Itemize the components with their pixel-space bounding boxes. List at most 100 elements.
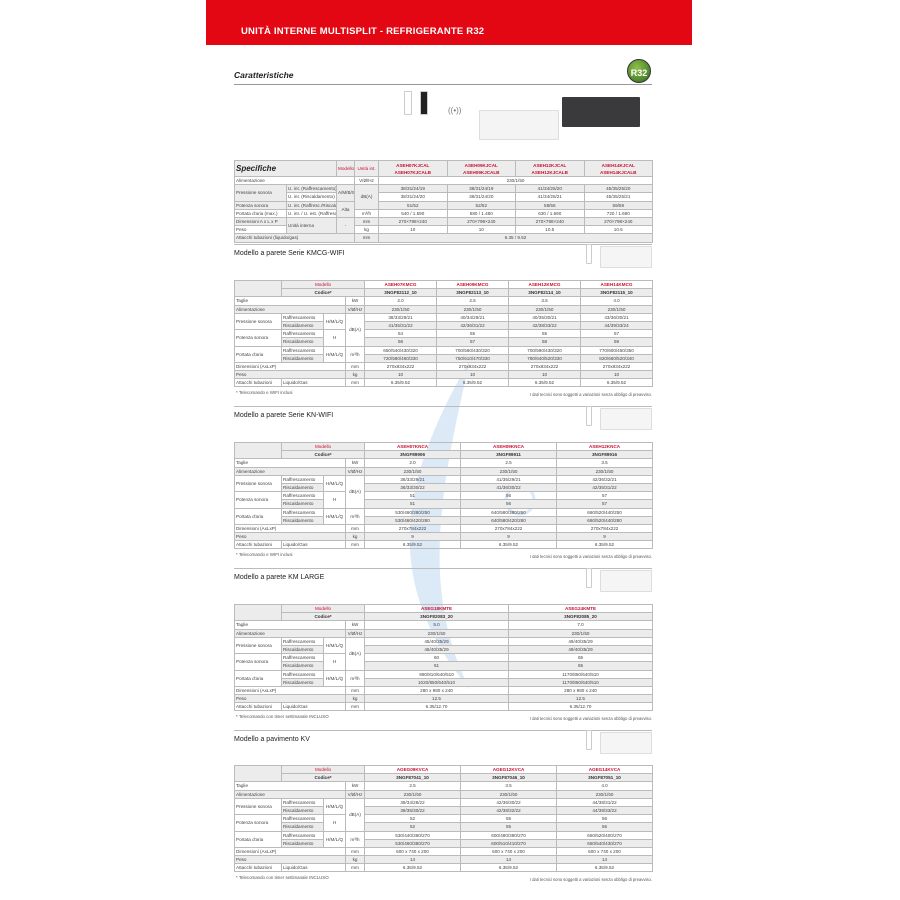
row-unit: mm: [354, 233, 380, 243]
value-cell: 46/40/35/29: [364, 644, 510, 655]
value-cell: 230/1/50: [508, 304, 582, 314]
value-cell: 52/52: [446, 200, 517, 210]
value-cell: 57: [580, 329, 654, 339]
remote-image: [586, 244, 592, 264]
value-cell: 270x784x222: [364, 523, 462, 534]
table-row: Riscaldamento 46/40/35/29 49/40/35/29: [234, 644, 654, 655]
row-unit: kg: [344, 855, 366, 865]
row-unit: kg: [344, 370, 366, 380]
row-unit: dB(A): [344, 474, 366, 509]
value-cell: 640/580/420/280: [460, 515, 558, 525]
value-cell: 36/33/29/21: [364, 474, 462, 484]
value-cell: 270x834x222: [364, 361, 438, 372]
table-row: Riscaldamento 61 65: [234, 661, 654, 671]
model-header: AGEG14KVCA: [556, 764, 654, 775]
row-label: Alimentazione: [234, 628, 346, 638]
value-cell: 1020/850/640/510: [364, 677, 510, 687]
table-row: Alimentazione V/Ø/Hz 230/1/50 230/1/50: [234, 628, 654, 638]
value-cell: 4.0: [580, 296, 654, 306]
value-cell: 36/33/30/22: [364, 482, 462, 493]
value-cell: 270x834x222: [436, 361, 510, 372]
model-header: ASEG18KMTE: [364, 603, 510, 614]
value-cell: 41/35/29/21: [460, 474, 558, 484]
row-sub: Unità interna: [285, 216, 338, 235]
model-name: ASEH09KJCALB: [463, 169, 500, 175]
section-divider: [234, 406, 652, 407]
value-cell: 640/580/380/250: [460, 507, 558, 517]
value-cell: 280 x 980 x 240: [364, 685, 510, 696]
row-label: Dimensioni (AxLxP): [234, 361, 346, 372]
spec-title: Specifiche: [233, 160, 338, 177]
row-label: Attacchi tubazioni: [234, 702, 282, 712]
wifi-icon: ((•)): [448, 106, 462, 115]
value-cell: 230/1/50: [364, 628, 510, 638]
value-cell: 38/31/24/20: [446, 192, 517, 202]
value-cell: 57: [556, 491, 654, 501]
table-row: Alimentazione V/Ø/Hz 230/1/50 230/1/50 230/1…: [234, 789, 654, 799]
model-code: 3NGF87046_10: [460, 773, 558, 783]
model-header: ASEH09KMCG: [436, 279, 510, 290]
value-cell: 60: [364, 653, 510, 663]
table-row: Attacchi tubazioni Liquido/Gas mm 6.35/9.52…: [234, 540, 654, 550]
value-cell: 57: [436, 337, 510, 347]
value-cell: 6.35/9.52: [556, 863, 654, 873]
product-image: [600, 408, 652, 430]
value-cell: 45/35/25/20: [583, 184, 654, 194]
codice-header: Codice*: [280, 450, 366, 460]
row-label: Peso: [234, 225, 287, 235]
row-unit: mm: [344, 540, 366, 550]
value-cell: 9: [364, 532, 462, 542]
product-image: [600, 570, 652, 592]
value-cell: 55: [508, 329, 582, 339]
value-cell: 42/36/31/22: [436, 320, 510, 331]
row-sub: Raffrescamento: [281, 474, 324, 484]
row-label: Peso: [234, 370, 346, 380]
value-cell: 2.5: [436, 296, 510, 306]
value-cell: 49/40/35/29: [508, 636, 654, 646]
codice-header: Codice*: [280, 612, 366, 622]
row-sub: Riscaldamento: [281, 822, 324, 832]
value-cell: 720/580/460/330: [364, 353, 438, 363]
value-cell: 55: [436, 329, 510, 339]
row-unit: kg: [344, 532, 366, 542]
value-cell: 38/33/29/21: [364, 312, 438, 322]
modello-header: Modello: [336, 160, 356, 177]
value-cell: 270x834x222: [580, 361, 654, 372]
remote-black-image: [420, 91, 428, 115]
row-label: Potenza sonora: [234, 329, 282, 347]
row-label: Pressione sonora: [234, 474, 282, 493]
table-row: Dimensioni (AxLxP) mm 600 x 740 x 200 600 x…: [234, 846, 654, 857]
model-name: ASEH09KJCAL: [464, 162, 498, 168]
row-label: Alimentazione: [234, 466, 346, 476]
model-name: ASEH07KJCAL: [396, 162, 430, 168]
blank-corner: [234, 279, 282, 298]
value-cell: 41/34/25/21: [515, 192, 585, 202]
value-cell: 230/1/50: [378, 175, 654, 186]
value-cell: 230/1/50: [556, 466, 654, 476]
row-sub: Riscaldamento: [281, 661, 324, 671]
table-row: Pressione sonora Raffrescamento H/M/L/Q dB(…: [234, 636, 654, 671]
disclaimer: I dati tecnici sono soggetti a variazion…: [529, 716, 652, 722]
value-cell: 10: [364, 370, 438, 380]
value-cell: 44/39/33/22: [556, 805, 654, 816]
row-unit: kW: [344, 781, 366, 791]
row-label: Dimensioni A x L x P: [234, 216, 287, 227]
product-image: [600, 246, 652, 268]
row-label: Potenza sonora: [234, 653, 282, 671]
row-label: Peso: [234, 694, 346, 704]
row-sub: Raffrescamento: [281, 329, 324, 339]
row-sub: Riscaldamento: [281, 644, 324, 655]
value-cell: 57: [556, 499, 654, 509]
model-code: 3NGF82083_20: [364, 612, 510, 622]
row-sub: Riscaldamento: [281, 805, 324, 816]
row-mode: H/M/L/Q: [323, 797, 346, 816]
value-cell: 230/1/50: [460, 789, 558, 799]
table-row: Peso kg 12.5 12.5: [234, 694, 654, 704]
table-row: Alimentazione V/Ø/Hz 230/1/50 230/1/50 230/1…: [234, 304, 654, 314]
value-cell: 56: [364, 337, 438, 347]
row-label: Potenza sonora: [234, 491, 282, 509]
modello-header: Modello: [280, 441, 366, 452]
value-cell: 39/34/28/22: [364, 797, 462, 807]
model-header: ASEH09KJCAL ASEH09KJCALB: [446, 160, 517, 177]
row-label: Dimensioni (AxLxP): [234, 523, 346, 534]
